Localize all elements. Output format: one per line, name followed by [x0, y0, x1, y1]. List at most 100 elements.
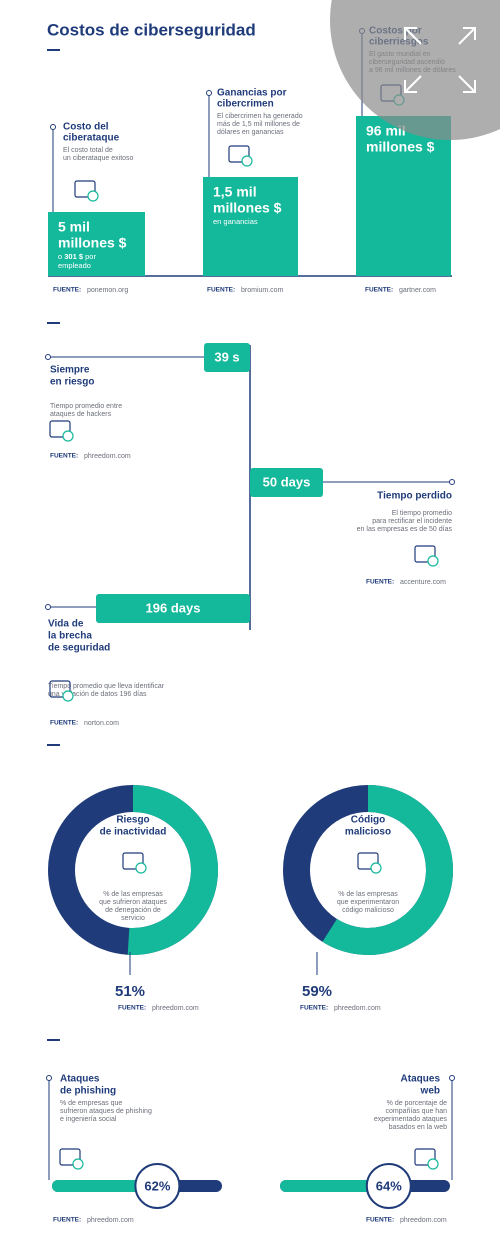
cost-desc: dólares en ganancias	[217, 129, 284, 136]
cost-heading: Costo del	[63, 122, 109, 133]
icon	[87, 190, 99, 202]
donut-title: Código	[351, 815, 385, 826]
cost-value: millones $	[366, 139, 435, 155]
cost-value: millones $	[58, 235, 127, 251]
time-heading: la brecha	[48, 631, 92, 642]
source: phreedom.com	[84, 453, 131, 460]
time-desc: una violación de datos 196 días	[48, 691, 147, 698]
donut-desc: que experimentaron	[337, 899, 399, 906]
time-heading: Vida de	[48, 619, 84, 630]
donut-arc	[322, 785, 453, 955]
divider	[47, 1039, 60, 1041]
cost-desc: un ciberataque exitoso	[63, 155, 134, 162]
source-label: FUENTE:	[50, 720, 78, 727]
bar-label: 64%	[376, 1178, 402, 1193]
bar-label: 62%	[144, 1178, 170, 1193]
source-label: FUENTE:	[366, 1217, 394, 1224]
bar-desc: experimentado ataques	[374, 1116, 448, 1123]
icon	[49, 420, 71, 438]
time-desc: Tiempo promedio entre	[50, 403, 122, 410]
cost-column	[203, 177, 298, 276]
time-heading: Tiempo perdido	[377, 491, 452, 502]
source-label: FUENTE:	[207, 287, 235, 294]
source: phreedom.com	[152, 1005, 199, 1012]
divider	[47, 322, 60, 324]
time-desc: ataques de hackers	[50, 411, 112, 418]
cost-sub-part: por	[83, 252, 96, 261]
time-heading: en riesgo	[50, 377, 94, 388]
overlay	[330, 0, 500, 140]
bar-desc: basados en la web	[389, 1124, 447, 1131]
expand-icon	[458, 75, 476, 93]
donut-desc: de denegación de	[105, 907, 161, 914]
source-label: FUENTE:	[53, 1217, 81, 1224]
source: bromium.com	[241, 287, 284, 294]
cost-desc: más de 1,5 mil millones de	[217, 121, 300, 128]
cost-column	[356, 116, 451, 276]
icon	[122, 852, 144, 870]
donut-desc: % de las empresas	[338, 891, 398, 898]
time-desc: Tiempo promedio que lleva identificar	[48, 683, 165, 690]
donut-title: Riesgo	[116, 815, 149, 826]
bar-desc: sufrieron ataques de phishing	[60, 1108, 152, 1115]
donut-desc: código malicioso	[342, 907, 394, 914]
icon	[427, 1158, 439, 1170]
divider	[47, 49, 60, 51]
bar-desc: compañías que han	[386, 1108, 448, 1115]
pin-dot	[45, 354, 51, 360]
cost-sub: empleado	[58, 261, 91, 270]
source: accenture.com	[400, 579, 446, 586]
bar-desc: % de empresas que	[60, 1100, 122, 1107]
bar-fill	[280, 1180, 389, 1192]
pin-dot	[50, 124, 56, 130]
bar-badge	[365, 1163, 412, 1209]
time-desc: en las empresas es de 50 días	[357, 526, 453, 533]
time-heading: de seguridad	[48, 643, 110, 654]
time-value: 50 days	[263, 474, 311, 489]
time-box	[204, 343, 250, 372]
icon	[427, 555, 439, 567]
source: gartner.com	[399, 287, 436, 294]
source-label: FUENTE:	[53, 287, 81, 294]
cost-value: 1,5 mil	[213, 184, 257, 200]
time-value: 196 days	[146, 600, 201, 615]
donut-title: de inactividad	[100, 827, 167, 838]
bar-desc: % de porcentaje de	[387, 1100, 447, 1107]
icon	[72, 1158, 84, 1170]
source-label: FUENTE:	[366, 579, 394, 586]
cost-column	[48, 212, 145, 276]
source-label: FUENTE:	[365, 287, 393, 294]
donut-desc: que sufrieron ataques	[99, 899, 167, 906]
cost-sub: o 301 $ por	[58, 252, 96, 261]
bar-desc: e ingeniería social	[60, 1116, 117, 1123]
icon	[414, 1148, 436, 1166]
icon	[414, 545, 436, 563]
bar-fill	[52, 1180, 158, 1192]
time-box	[250, 468, 323, 497]
donut-label: 51%	[115, 983, 145, 1000]
source: phreedom.com	[334, 1005, 381, 1012]
donut-title: malicioso	[345, 827, 391, 838]
icon	[357, 852, 379, 870]
expand-icon	[404, 75, 422, 93]
cost-sub-part: 301 $	[62, 252, 84, 261]
icon	[241, 155, 253, 167]
cost-desc: El cibercrimen ha generado	[217, 113, 303, 120]
cost-sub: en ganancias	[213, 217, 258, 226]
cost-heading: cibercrimen	[217, 99, 274, 110]
pin-dot	[46, 1075, 52, 1081]
icon	[74, 180, 96, 198]
page-title: Costos de ciberseguridad	[47, 20, 256, 39]
bar-title: web	[420, 1086, 440, 1097]
pin-dot	[449, 1075, 455, 1081]
source-label: FUENTE:	[300, 1005, 328, 1012]
cost-value: 5 mil	[58, 219, 90, 235]
divider	[47, 744, 60, 746]
donut-label: 59%	[302, 983, 332, 1000]
source: phreedom.com	[87, 1217, 134, 1224]
expand-icon	[458, 27, 476, 45]
time-desc: para rectificar el incidente	[372, 518, 452, 525]
pin-dot	[45, 604, 51, 610]
donut-desc: % de las empresas	[103, 891, 163, 898]
time-desc: El tiempo promedio	[392, 510, 452, 517]
